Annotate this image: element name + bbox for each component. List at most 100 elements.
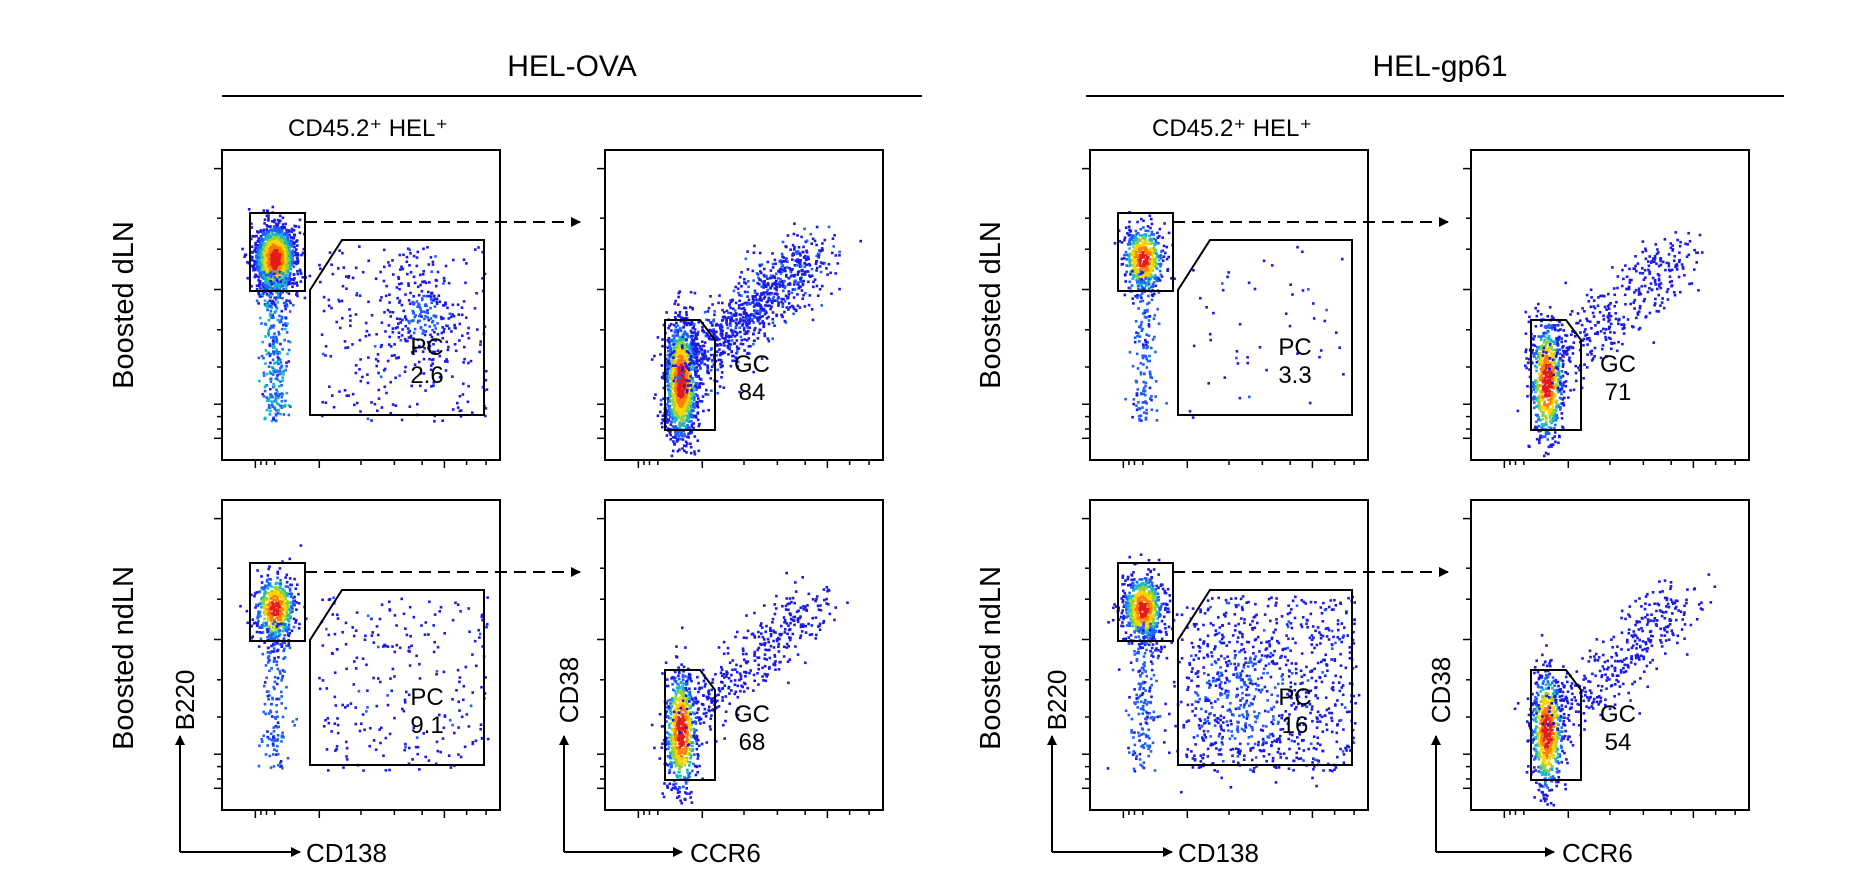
cell-dot xyxy=(668,324,671,328)
cell-dot xyxy=(1133,235,1137,239)
cell-dot xyxy=(447,345,450,349)
cell-dot xyxy=(821,262,824,265)
cell-dot xyxy=(667,326,670,330)
cell-dot xyxy=(252,259,256,263)
cell-dot xyxy=(257,259,261,262)
cell-dot xyxy=(286,257,289,260)
cell-dot xyxy=(292,229,296,232)
cell-dot xyxy=(787,283,790,286)
cell-dot xyxy=(355,401,359,405)
cell-dot xyxy=(753,328,756,332)
cell-dot xyxy=(686,396,689,399)
cell-dot xyxy=(688,426,692,429)
cell-dot xyxy=(821,284,824,288)
cell-dot xyxy=(244,253,248,257)
cell-dot xyxy=(783,279,786,283)
cell-dot xyxy=(268,344,271,347)
cell-dot xyxy=(271,400,274,404)
cell-dot xyxy=(456,406,460,409)
cell-dot xyxy=(394,376,397,380)
cell-dot xyxy=(697,352,700,356)
cell-dot xyxy=(738,293,741,297)
cell-dot xyxy=(1151,275,1155,279)
cell-dot xyxy=(802,245,805,249)
cell-dot xyxy=(1152,237,1156,241)
cell-dot xyxy=(254,246,257,250)
cell-dot xyxy=(678,341,681,345)
cell-dot xyxy=(276,264,280,267)
cell-dot xyxy=(703,341,707,344)
cell-dot xyxy=(665,418,669,421)
cell-dot xyxy=(273,384,276,388)
cell-dot xyxy=(272,352,276,356)
cell-dot xyxy=(1162,244,1166,248)
cell-dot xyxy=(374,277,378,280)
cell-dot xyxy=(379,270,382,274)
cell-dot xyxy=(780,284,784,287)
cell-dot xyxy=(1151,254,1155,257)
cell-dot xyxy=(267,234,271,238)
cell-dot xyxy=(1151,237,1154,241)
cell-dot xyxy=(279,238,282,241)
cell-dot xyxy=(407,299,411,302)
cell-dot xyxy=(743,290,747,294)
cell-dot xyxy=(742,312,746,315)
cell-dot xyxy=(270,419,274,423)
cell-dot xyxy=(670,329,673,332)
cell-dot xyxy=(760,293,763,296)
cell-dot xyxy=(695,358,699,362)
cell-dot xyxy=(255,234,258,238)
cell-dot xyxy=(778,281,781,284)
cell-dot xyxy=(775,314,778,318)
cell-dot xyxy=(292,273,296,276)
cell-dot xyxy=(275,225,279,228)
cell-dot xyxy=(257,302,260,305)
cell-dot xyxy=(250,250,253,254)
cell-dot xyxy=(748,326,751,329)
cell-dot xyxy=(684,426,688,430)
cell-dot xyxy=(1145,281,1149,285)
cell-dot xyxy=(1125,270,1128,274)
cell-dot xyxy=(690,376,694,380)
cell-dot xyxy=(269,279,272,283)
cell-dot xyxy=(692,325,695,328)
cell-dot xyxy=(681,340,685,344)
cell-dot xyxy=(761,315,764,318)
cell-dot xyxy=(266,237,269,240)
cell-dot xyxy=(677,408,681,412)
cell-dot xyxy=(264,304,267,307)
cell-dot xyxy=(373,345,377,348)
cell-dot xyxy=(270,344,273,348)
cell-dot xyxy=(756,304,760,307)
cell-dot xyxy=(454,326,457,330)
cell-dot xyxy=(803,273,807,276)
cell-dot xyxy=(280,395,284,399)
cell-dot xyxy=(690,389,693,392)
cell-dot xyxy=(689,375,692,378)
cell-dot xyxy=(273,332,276,335)
cell-dot xyxy=(273,276,277,279)
cell-dot xyxy=(1125,253,1129,257)
cell-dot xyxy=(720,332,724,336)
cell-dot xyxy=(255,299,259,303)
cell-dot xyxy=(273,407,276,410)
cell-dot xyxy=(419,283,422,287)
cell-dot xyxy=(667,382,671,385)
cell-dot xyxy=(398,301,401,304)
cell-dot xyxy=(422,310,426,313)
cell-dot xyxy=(687,384,690,387)
cell-dot xyxy=(269,287,272,291)
cell-dot xyxy=(790,274,794,277)
cell-dot xyxy=(712,318,715,322)
cell-dot xyxy=(292,241,296,244)
cell-dot xyxy=(409,271,413,274)
cell-dot xyxy=(271,233,274,237)
cell-dot xyxy=(385,391,388,395)
cell-dot xyxy=(1148,237,1152,241)
cell-dot xyxy=(1135,243,1138,246)
cell-dot xyxy=(1134,255,1137,259)
cell-dot xyxy=(690,409,694,412)
cell-dot xyxy=(683,434,687,438)
cell-dot xyxy=(268,342,272,346)
